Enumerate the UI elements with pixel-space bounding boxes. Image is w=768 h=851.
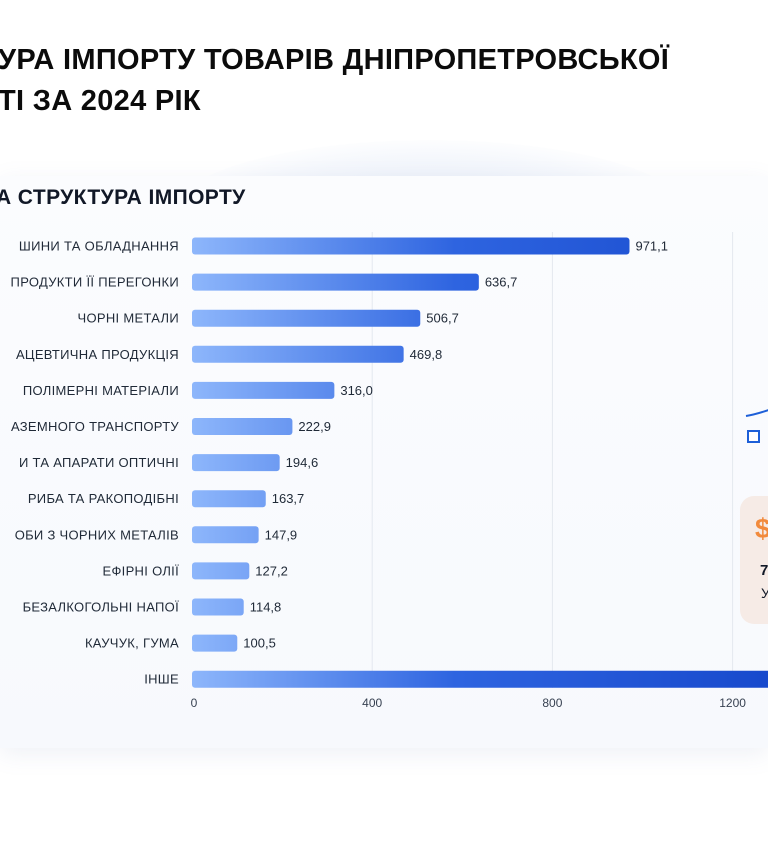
x-tick-label: 1200 (719, 696, 746, 710)
bar (192, 237, 630, 255)
chart-card (0, 176, 768, 748)
dollar-icon: $ (755, 513, 768, 544)
page-title: УРА ІМПОРТУ ТОВАРІВ ДНІПРОПЕТРОВСЬКОЇ ТІ… (0, 40, 669, 122)
category-label: ШИНИ ТА ОБЛАДНАННЯ (19, 239, 179, 254)
bar (192, 454, 280, 472)
category-label: КАУЧУК, ГУМА (85, 636, 179, 651)
summary-label: У (761, 585, 768, 601)
category-label: ІНШЕ (144, 672, 179, 687)
data-label: 222,9 (298, 419, 331, 434)
data-label: 469,8 (410, 347, 443, 362)
bar (192, 526, 259, 544)
data-label: 127,2 (255, 563, 288, 578)
category-label: ПРОДУКТИ ЇЇ ПЕРЕГОНКИ (11, 275, 179, 290)
category-label: ЧОРНІ МЕТАЛИ (78, 311, 180, 326)
bar (192, 273, 479, 291)
bar (192, 598, 244, 616)
summary-panel (740, 496, 768, 624)
bar (192, 345, 404, 363)
data-label: 114,8 (250, 600, 282, 615)
page-title-line-2: ТІ ЗА 2024 РІК (0, 85, 201, 117)
category-label: ЕФІРНІ ОЛІЇ (103, 563, 180, 578)
bar (192, 381, 335, 399)
category-label: И ТА АПАРАТИ ОПТИЧНІ (19, 455, 179, 470)
data-label: 316,0 (340, 383, 373, 398)
x-tick-label: 0 (191, 696, 198, 710)
bar (192, 490, 266, 508)
category-label: АЗЕМНОГО ТРАНСПОРТУ (11, 419, 179, 434)
page-title-line-1: УРА ІМПОРТУ ТОВАРІВ ДНІПРОПЕТРОВСЬКОЇ (0, 44, 670, 76)
line-series-fragment (745, 409, 768, 417)
bar (192, 562, 250, 580)
data-label: 100,5 (243, 636, 276, 651)
data-label: 636,7 (485, 275, 518, 290)
bar (192, 418, 293, 435)
data-label: 163,7 (272, 491, 305, 506)
data-label: 506,7 (426, 311, 459, 326)
category-label: ОБИ З ЧОРНИХ МЕТАЛІВ (15, 527, 179, 542)
x-tick-label: 800 (542, 696, 562, 710)
chart-title: А СТРУКТУРА ІМПОРТУ (0, 186, 246, 209)
bar (192, 309, 421, 327)
legend-marker (747, 430, 760, 443)
category-label: БЕЗАЛКОГОЛЬНІ НАПОЇ (23, 600, 180, 615)
bar (192, 634, 238, 652)
data-label: 971,1 (635, 239, 668, 254)
x-tick-label: 400 (362, 696, 382, 710)
summary-value: 7 (760, 562, 768, 579)
data-label: 147,9 (265, 527, 298, 542)
category-label: РИБА ТА РАКОПОДІБНІ (28, 491, 179, 506)
data-label: 194,6 (286, 455, 319, 470)
category-label: АЦЕВТИЧНА ПРОДУКЦІЯ (16, 347, 179, 362)
bar (192, 670, 768, 688)
category-label: ПОЛІМЕРНІ МАТЕРІАЛИ (23, 383, 179, 398)
